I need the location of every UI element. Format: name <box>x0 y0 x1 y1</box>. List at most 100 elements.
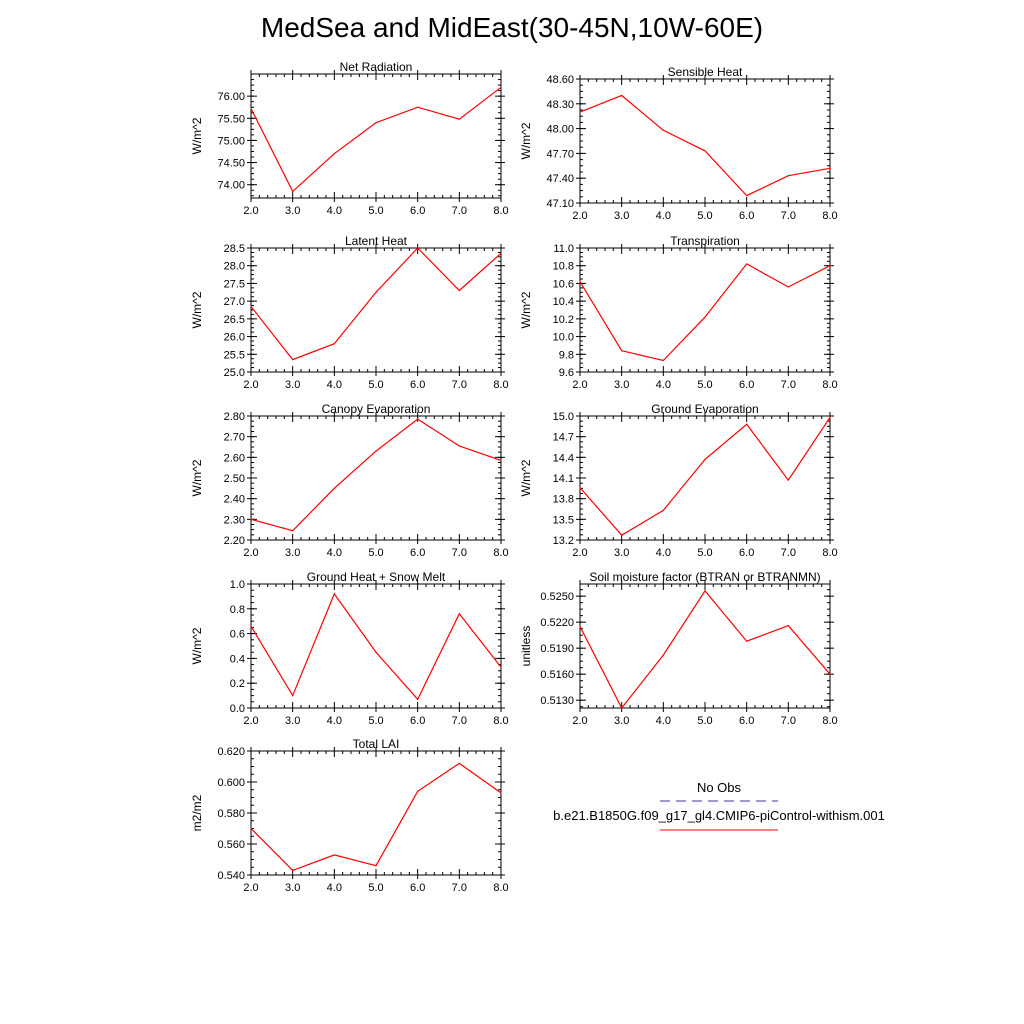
legend-obs-label: No Obs <box>697 780 742 795</box>
y-tick-label: 9.6 <box>559 367 574 379</box>
data-point <box>292 695 294 697</box>
data-point <box>621 534 623 536</box>
data-point <box>250 107 252 110</box>
x-tick-label: 4.0 <box>327 882 342 894</box>
series-line <box>250 762 502 872</box>
data-point <box>787 286 789 288</box>
x-tick-label: 5.0 <box>368 205 383 217</box>
x-tick-label: 8.0 <box>822 715 837 727</box>
x-tick-label: 7.0 <box>452 547 467 559</box>
y-axis-label: W/m^2 <box>519 459 533 496</box>
y-tick-label: 2.20 <box>224 535 245 547</box>
panel-title: Ground Evaporation <box>651 402 758 416</box>
y-tick-label: 48.30 <box>546 99 574 111</box>
y-tick-label: 14.4 <box>553 452 574 464</box>
data-point <box>579 111 581 113</box>
data-point <box>333 593 335 595</box>
panel-8: Total LAI m2/m2 2.0 3.0 4.0 5.0 6.0 7.0 8.0 0.540… <box>190 737 509 894</box>
data-point <box>829 416 831 418</box>
series-line <box>579 94 831 197</box>
data-point <box>829 265 831 267</box>
x-tick-label: 8.0 <box>822 379 837 391</box>
y-tick-label: 11.0 <box>553 243 574 255</box>
y-tick-label: 2.30 <box>224 514 245 526</box>
data-point <box>417 106 419 108</box>
x-tick-label: 8.0 <box>493 547 508 559</box>
x-tick-label: 2.0 <box>572 379 587 391</box>
data-point <box>704 150 706 152</box>
x-tick-label: 6.0 <box>739 715 754 727</box>
data-point <box>292 359 294 361</box>
y-axis-label: W/m^2 <box>519 122 533 159</box>
data-point <box>829 673 831 675</box>
series-line <box>250 418 502 532</box>
x-tick-label: 8.0 <box>493 379 508 391</box>
x-tick-label: 4.0 <box>327 547 342 559</box>
data-point <box>662 654 664 656</box>
data-point <box>250 827 252 830</box>
data-point <box>746 263 748 265</box>
data-point <box>579 281 581 283</box>
data-point <box>621 94 623 97</box>
x-tick-label: 5.0 <box>697 547 712 559</box>
y-tick-label: 48.00 <box>546 124 574 136</box>
x-tick-label: 2.0 <box>243 379 258 391</box>
y-axis-label: W/m^2 <box>519 291 533 328</box>
y-tick-label: 75.00 <box>217 135 245 147</box>
x-tick-label: 6.0 <box>410 379 425 391</box>
series-line <box>579 589 831 710</box>
x-tick-label: 3.0 <box>285 547 300 559</box>
y-axis-label: unitless <box>519 626 533 667</box>
x-tick-label: 8.0 <box>493 882 508 894</box>
y-tick-label: 2.70 <box>224 432 245 444</box>
data-point <box>579 487 581 489</box>
data-point <box>458 613 460 615</box>
figure-title: MedSea and MidEast(30-45N,10W-60E) <box>260 12 764 43</box>
series-line <box>250 247 502 361</box>
y-tick-label: 2.40 <box>224 494 245 506</box>
y-tick-label: 2.50 <box>224 473 245 485</box>
data-point <box>787 479 789 481</box>
panel-7: Soil moisture factor (BTRAN or BTRANMN) u… <box>519 570 838 727</box>
x-tick-label: 4.0 <box>327 205 342 217</box>
x-tick-label: 3.0 <box>285 379 300 391</box>
y-tick-label: 76.00 <box>217 91 245 103</box>
panel-4: Canopy Evaporation W/m^2 2.0 3.0 4.0 5.0 6.0 7.… <box>190 402 509 559</box>
y-tick-label: 75.50 <box>217 113 245 125</box>
panel-frame <box>579 415 831 541</box>
y-tick-label: 47.40 <box>546 173 574 185</box>
series-line <box>250 592 502 701</box>
x-tick-label: 6.0 <box>410 547 425 559</box>
panel-0: Net Radiation W/m^2 2.0 3.0 4.0 5.0 6.0 7.0 8.0 7… <box>190 60 509 217</box>
y-tick-label: 0.4 <box>230 653 245 665</box>
y-tick-label: 0.5250 <box>540 591 574 603</box>
y-tick-label: 48.60 <box>546 74 574 86</box>
x-tick-label: 6.0 <box>739 547 754 559</box>
y-tick-label: 13.5 <box>553 514 574 526</box>
data-point <box>579 625 581 628</box>
y-tick-label: 14.1 <box>553 473 574 485</box>
y-tick-label: 10.8 <box>553 261 574 273</box>
data-point <box>375 122 377 124</box>
x-tick-label: 7.0 <box>452 715 467 727</box>
data-point <box>292 869 294 871</box>
x-tick-label: 7.0 <box>781 210 796 222</box>
y-tick-label: 10.0 <box>553 332 574 344</box>
panel-3: Transpiration W/m^2 2.0 3.0 4.0 5.0 6.0 7.0 8.0 9… <box>519 234 838 391</box>
y-tick-label: 14.7 <box>553 432 574 444</box>
y-tick-label: 0.2 <box>230 678 245 690</box>
y-tick-label: 27.5 <box>224 278 245 290</box>
data-point <box>333 153 335 155</box>
data-point <box>458 445 460 447</box>
data-point <box>746 640 748 642</box>
x-tick-label: 4.0 <box>656 547 671 559</box>
data-point <box>829 167 831 169</box>
x-tick-label: 7.0 <box>452 205 467 217</box>
panel-title: Net Radiation <box>340 60 413 74</box>
y-tick-label: 0.5220 <box>540 617 574 629</box>
x-tick-label: 7.0 <box>452 882 467 894</box>
panel-5: Ground Evaporation W/m^2 2.0 3.0 4.0 5.0 6.0 7.… <box>519 402 838 559</box>
y-tick-label: 28.0 <box>224 261 245 273</box>
